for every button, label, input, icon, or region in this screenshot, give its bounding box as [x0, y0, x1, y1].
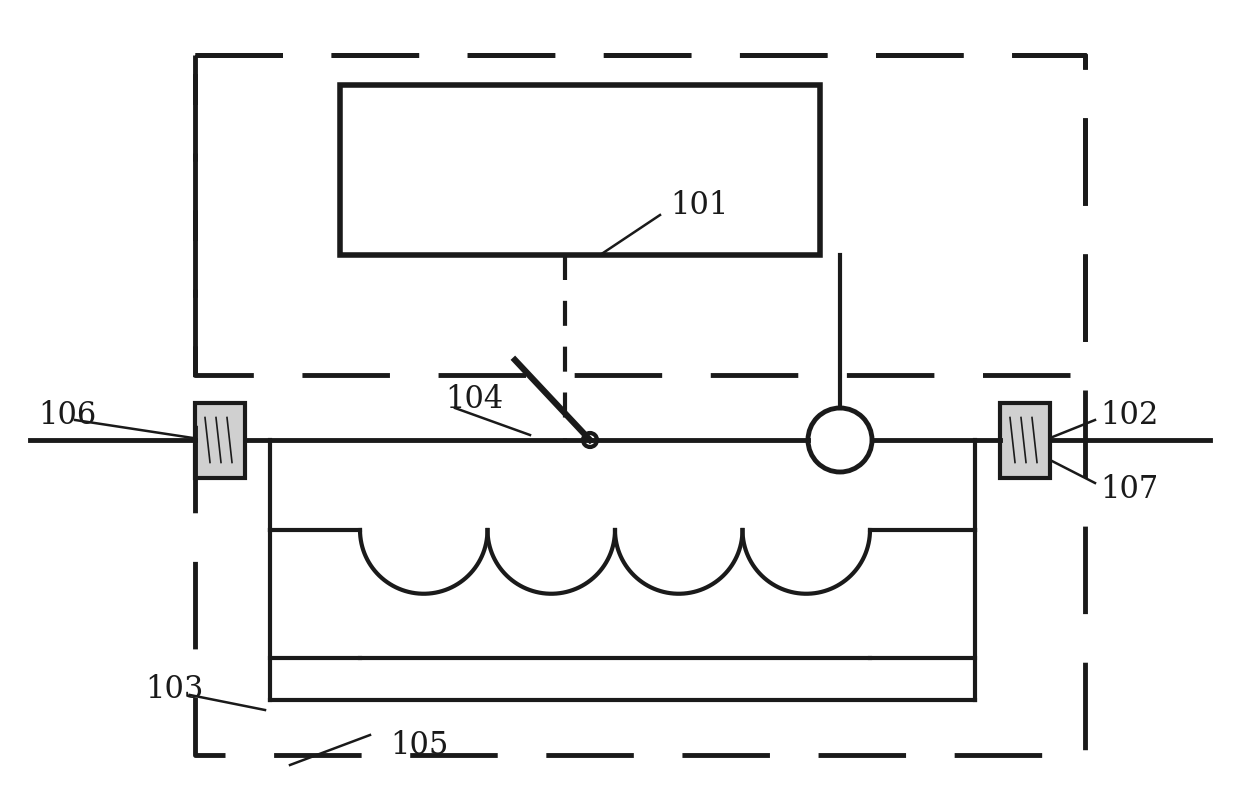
Text: 104: 104: [445, 384, 503, 416]
Bar: [340, 85, 820, 255]
Text: 107: 107: [1100, 475, 1158, 505]
Bar: [999, 402, 1050, 478]
Bar: [195, 402, 246, 478]
Circle shape: [583, 433, 596, 447]
Text: 102: 102: [1100, 399, 1158, 431]
Text: 103: 103: [145, 674, 203, 706]
Text: 106: 106: [38, 399, 97, 431]
Text: 101: 101: [670, 189, 728, 221]
Text: 105: 105: [391, 729, 449, 761]
